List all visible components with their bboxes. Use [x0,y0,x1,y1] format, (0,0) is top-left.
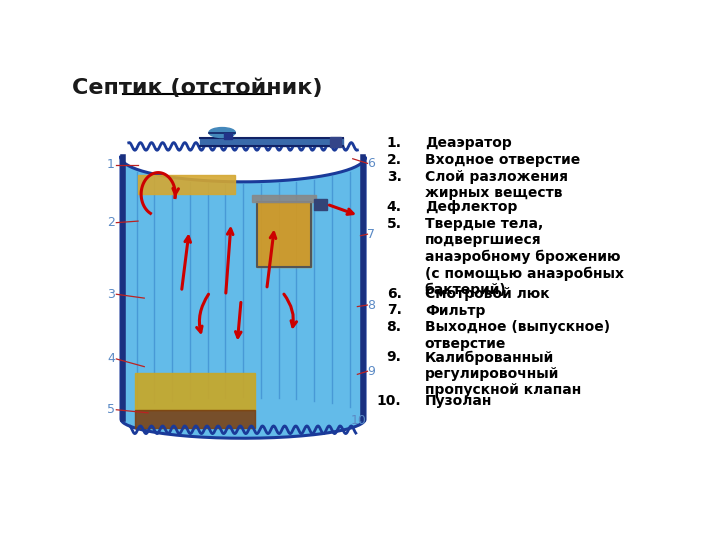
Polygon shape [225,132,233,139]
Text: Дефлектор: Дефлектор [425,200,517,214]
Text: 7.: 7. [387,303,402,318]
Text: 10: 10 [351,414,367,427]
Text: 4.: 4. [387,200,402,214]
Polygon shape [200,138,343,146]
Text: Входное отверстие: Входное отверстие [425,153,580,167]
Text: Слой разложения
жирных веществ: Слой разложения жирных веществ [425,170,568,200]
Polygon shape [315,199,327,210]
Text: Калиброванный
регулировочный
пропускной клапан: Калиброванный регулировочный пропускной … [425,350,581,397]
Text: 6: 6 [367,157,375,170]
Polygon shape [257,202,311,267]
Text: 8.: 8. [387,320,402,334]
Polygon shape [330,137,341,147]
Text: 9.: 9. [387,350,402,365]
Text: 2.: 2. [387,153,402,167]
Text: 3: 3 [107,288,115,301]
Ellipse shape [209,127,235,138]
Text: Деаэратор: Деаэратор [425,137,511,151]
Text: Пузолан: Пузолан [425,394,492,408]
Text: 6.: 6. [387,287,402,301]
Text: 1.: 1. [387,137,402,151]
Text: 10.: 10. [377,394,402,408]
Polygon shape [135,373,255,410]
Text: 3.: 3. [387,170,402,184]
Text: 7: 7 [367,228,375,241]
Text: 9: 9 [367,364,375,378]
Text: Твердые тела,
подвергшиеся
анаэробному брожению
(с помощью анаэробных
бактерий): Твердые тела, подвергшиеся анаэробному б… [425,217,624,297]
Text: 1: 1 [107,158,115,171]
Polygon shape [253,195,316,202]
Text: Септик (отстойник): Септик (отстойник) [72,78,323,98]
Text: 4: 4 [107,353,115,366]
Text: Фильтр: Фильтр [425,303,485,318]
Polygon shape [135,410,255,428]
Text: 5: 5 [107,403,115,416]
Text: Выходное (выпускное)
отверстие: Выходное (выпускное) отверстие [425,320,610,350]
Text: Смотровой люк: Смотровой люк [425,287,549,301]
Polygon shape [138,175,235,194]
Polygon shape [121,157,365,438]
Text: 2: 2 [107,216,115,229]
Text: 5.: 5. [387,217,402,231]
Text: 8: 8 [367,299,375,312]
